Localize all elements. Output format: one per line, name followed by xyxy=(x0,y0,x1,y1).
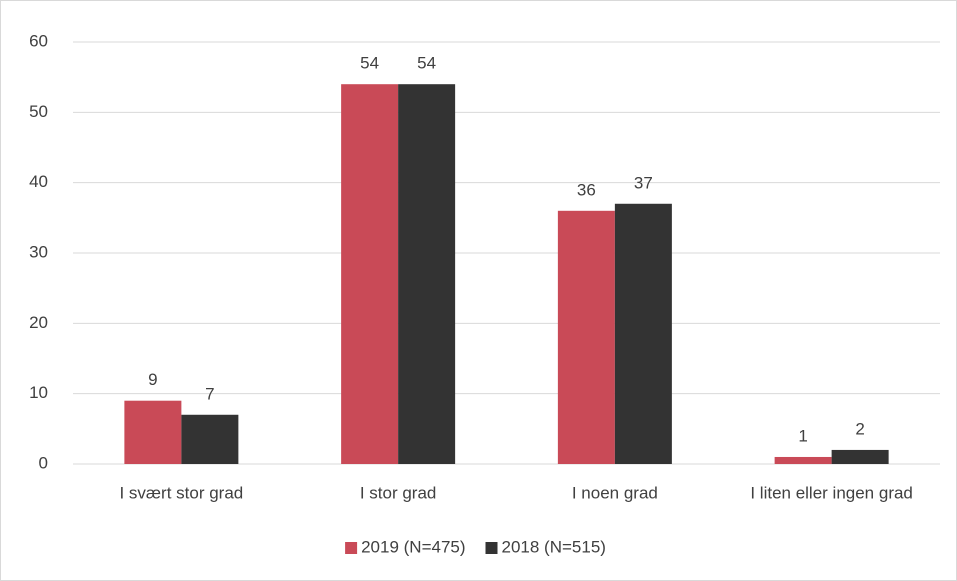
legend-swatch xyxy=(485,542,498,554)
legend-label: 2018 (N=515) xyxy=(502,537,606,556)
y-tick-label: 60 xyxy=(29,31,48,50)
legend-label: 2019 (N=475) xyxy=(361,537,465,556)
x-tick-label: I noen grad xyxy=(572,483,658,502)
data-label: 1 xyxy=(798,426,807,445)
x-tick-label: I stor grad xyxy=(360,483,437,502)
bar xyxy=(124,400,182,464)
data-label: 54 xyxy=(417,54,436,73)
y-tick-label: 0 xyxy=(39,453,48,472)
x-tick-label: I liten eller ingen grad xyxy=(750,483,913,502)
y-tick-label: 10 xyxy=(29,383,48,402)
y-tick-label: 20 xyxy=(29,313,48,332)
y-tick-label: 40 xyxy=(29,172,48,191)
bar xyxy=(831,449,889,464)
y-tick-label: 50 xyxy=(29,102,48,121)
bar xyxy=(557,210,615,464)
data-label: 2 xyxy=(855,419,864,438)
x-tick-label: I svært stor grad xyxy=(119,483,243,502)
legend-swatch xyxy=(345,542,358,554)
data-label: 37 xyxy=(634,173,653,192)
bar xyxy=(181,414,239,464)
data-label: 54 xyxy=(360,54,379,73)
bar xyxy=(774,456,832,464)
data-label: 7 xyxy=(205,384,214,403)
data-label: 9 xyxy=(148,370,157,389)
bar xyxy=(341,84,399,464)
data-label: 36 xyxy=(577,180,596,199)
bar xyxy=(398,84,456,464)
y-tick-label: 30 xyxy=(29,242,48,261)
bar xyxy=(614,203,672,464)
